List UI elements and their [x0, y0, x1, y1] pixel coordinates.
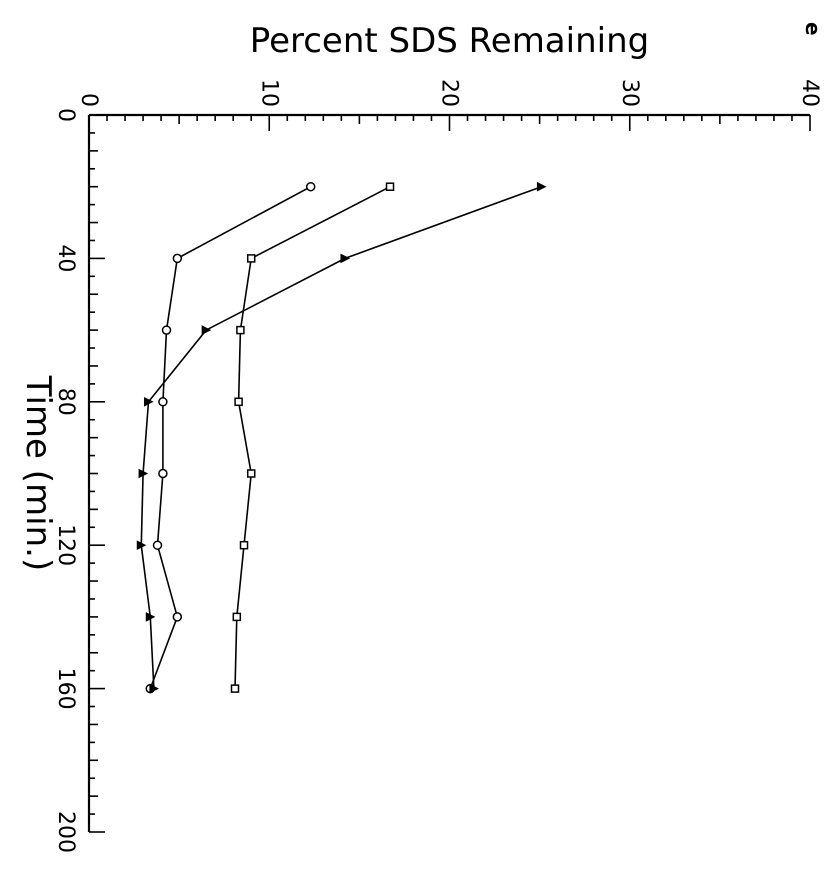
data-point-square	[239, 540, 249, 550]
data-point-circle	[172, 253, 183, 264]
data-point-circle	[305, 181, 316, 192]
x-tick-label: 0	[53, 108, 78, 122]
data-point-circle	[172, 612, 183, 622]
y-axis-title: Percent SDS Remaining	[250, 21, 649, 61]
axes	[87, 113, 811, 833]
data-point-triangle	[136, 540, 147, 551]
data-point-square	[246, 254, 256, 263]
data-point-circle	[161, 325, 172, 335]
data-point-triangle	[145, 612, 156, 622]
x-tick-label: 80	[53, 388, 78, 416]
tick-labels: 0 40 80 120 160 200 0 10 20 30 40	[53, 79, 822, 853]
x-tick-label: 40	[53, 244, 78, 272]
data-point-triangle	[340, 253, 351, 264]
x-tick-label: 120	[53, 524, 78, 566]
y-tick-label: 20	[437, 79, 462, 107]
data-point-circle	[158, 397, 168, 407]
data-point-circle	[152, 540, 163, 550]
y-tick-label: 0	[76, 93, 101, 107]
corner-label: e	[801, 22, 824, 36]
data-point-triangle	[536, 181, 547, 192]
series-line-square	[234, 185, 391, 689]
x-tick-label: 200	[53, 811, 78, 853]
x-axis-title: Time (min.)	[18, 375, 58, 571]
rotated-plot-area: 0 40 80 120 160 200 0 10 20 30 40 Percent SDS Rema…	[18, 21, 822, 853]
data-point-square	[236, 325, 245, 335]
x-tick-label: 160	[53, 668, 78, 710]
y-tick-label: 10	[256, 79, 281, 107]
series-line-circle	[149, 185, 312, 689]
data-point-square	[232, 612, 242, 622]
data-point-square	[246, 469, 256, 478]
data-point-triangle	[143, 396, 154, 407]
data-point-square	[230, 684, 240, 693]
y-tick-label: 40	[797, 79, 822, 107]
y-tick-label: 30	[617, 79, 642, 107]
series-line-triangle	[140, 185, 542, 689]
series-layer	[136, 181, 547, 694]
data-point-triangle	[149, 683, 160, 694]
data-point-circle	[158, 468, 168, 479]
data-point-square	[234, 397, 243, 407]
data-point-triangle	[138, 468, 149, 479]
data-point-triangle	[201, 325, 212, 335]
data-point-square	[385, 182, 395, 191]
